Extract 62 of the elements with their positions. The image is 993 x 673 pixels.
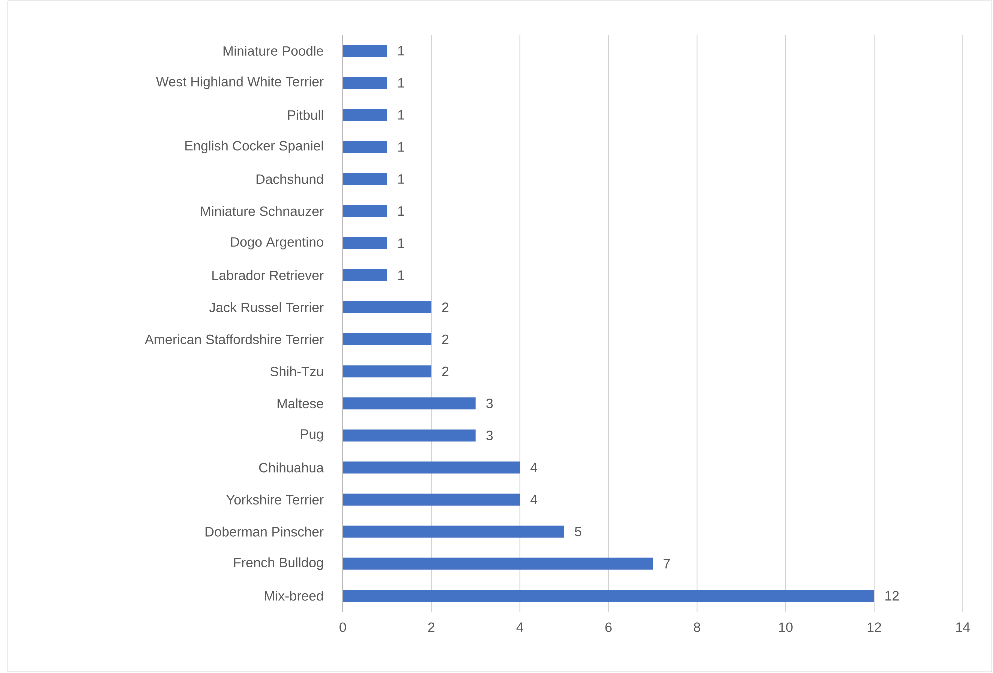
- y-tick-label: French Bulldog: [234, 558, 324, 570]
- data-label: 2: [442, 302, 449, 312]
- y-tick-label: Maltese: [278, 398, 324, 409]
- y-tick-label: Dogo Argentino: [231, 237, 324, 250]
- y-tick-label: Miniature Schnauzer: [201, 206, 324, 216]
- data-label: 3: [486, 430, 493, 440]
- x-tick-label: 4: [516, 622, 524, 632]
- bar: [343, 141, 388, 154]
- y-tick-label: Dachshund: [256, 174, 324, 184]
- data-label: 1: [398, 174, 404, 184]
- data-label: 5: [575, 527, 582, 537]
- bar: [343, 77, 388, 90]
- y-tick-label: English Cocker Spaniel: [186, 140, 324, 154]
- data-label: 1: [398, 142, 404, 152]
- x-tick-label: 14: [956, 622, 970, 632]
- x-tick-label: 10: [779, 622, 793, 632]
- y-tick-label: Pug: [301, 430, 324, 442]
- bar: [343, 430, 476, 442]
- x-tick-label: 6: [606, 622, 612, 632]
- data-label: 1: [398, 238, 404, 248]
- bar: [343, 45, 388, 58]
- bar: [343, 205, 388, 218]
- x-tick-label: 0: [340, 622, 346, 632]
- bar: [343, 398, 476, 410]
- data-label: 7: [664, 559, 670, 569]
- data-label: 2: [442, 366, 449, 376]
- y-tick-label: Doberman Pinscher: [206, 526, 324, 537]
- bar: [343, 494, 520, 506]
- bar: [343, 526, 564, 538]
- bar: [343, 173, 388, 186]
- bar: [343, 366, 432, 378]
- y-tick-label: West Highland White Terrier: [156, 76, 324, 90]
- y-tick-label: Yorkshire Terrier: [226, 494, 324, 505]
- bar: [343, 334, 432, 346]
- data-label: 1: [398, 206, 404, 216]
- y-tick-label: Pitbull: [288, 110, 324, 120]
- data-label: 3: [486, 398, 493, 408]
- bar: [343, 269, 388, 282]
- x-tick-label: 8: [694, 622, 700, 632]
- y-tick-label: Shih-Tzu: [270, 366, 324, 377]
- y-tick-label: Jack Russel Terrier: [209, 302, 324, 312]
- bar: [343, 590, 874, 602]
- x-tick-label: 2: [428, 622, 435, 632]
- bar: [343, 237, 388, 250]
- x-tick-label: 12: [868, 622, 882, 632]
- y-tick-label: Mix-breed: [265, 591, 324, 601]
- bar: [343, 558, 654, 570]
- data-label: 1: [398, 270, 404, 280]
- bar: [343, 462, 520, 474]
- data-label: 4: [530, 463, 538, 472]
- y-tick-label: Miniature Poodle: [224, 46, 324, 56]
- data-label: 4: [530, 495, 538, 504]
- data-label: 12: [886, 591, 899, 601]
- y-tick-label: Chihuahua: [259, 462, 324, 473]
- data-label: 1: [398, 46, 404, 56]
- data-label: 1: [398, 78, 404, 88]
- data-label: 2: [442, 334, 449, 344]
- bar: [343, 109, 388, 122]
- y-tick-label: Labrador Retriever: [212, 270, 324, 280]
- data-label: 1: [398, 110, 404, 120]
- y-tick-label: American Staffordshire Terrier: [145, 334, 324, 344]
- bar: [343, 301, 432, 314]
